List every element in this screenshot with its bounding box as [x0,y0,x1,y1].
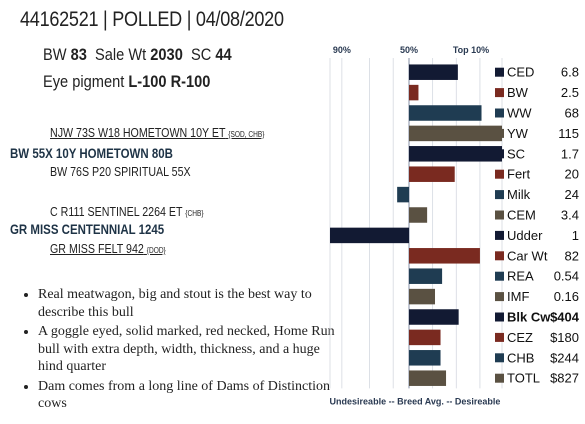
trait-name: Car Wt [507,248,548,263]
eye-pigment-label: Eye pigment [43,72,125,91]
trait-name: CEM [507,208,536,223]
trait-swatch [495,128,504,138]
sc-value: 44 [215,45,232,64]
trait-name: BW [507,85,529,100]
trait-swatch [495,210,504,220]
trait-bar [409,268,443,284]
sire-sire-tag: {SOD, CHB} [228,130,265,139]
top-axis-label: Top 10% [453,45,489,55]
trait-bar [409,84,419,101]
dam-dam-tag: {DOD} [146,246,166,255]
sale-wt-label: Sale Wt [95,45,147,64]
description-list: Real meatwagon, big and stout is the bes… [14,286,338,415]
sc-label: SC [190,45,212,64]
trait-name: YW [507,126,529,141]
trait-bar [409,166,455,182]
trait-name: CEZ [507,330,533,345]
trait-value: 68 [565,106,579,121]
trait-swatch [495,251,504,261]
eye-pigment-line: Eye pigment L-100 R-100 [43,72,210,92]
pedigree-sire-dam: BW 76S P20 SPIRITUAL 55X [50,164,191,179]
pedigree-dam-sire: C R111 SENTINEL 2264 ET {CHB} [50,204,204,219]
trait-name: Udder [507,228,543,243]
trait-swatch [495,230,504,240]
trait-name: CHB [507,350,534,365]
trait-value: 0.16 [554,289,579,304]
bw-value: 83 [70,45,87,64]
trait-bar [409,207,428,223]
trait-swatch [495,88,504,98]
trait-bar [409,370,447,386]
trait-value: 24 [565,187,579,202]
pedigree-dam-dam: GR MISS FELT 942 {DOD} [50,241,166,256]
dam-sire-tag: {CHB} [185,209,204,218]
trait-swatch [495,292,504,302]
trait-bar [409,329,441,346]
trait-name: REA [507,269,534,284]
trait-value: 3.4 [561,208,579,223]
trait-bar [409,350,441,366]
trait-value: 0.54 [554,269,579,284]
trait-value: $404 [550,310,580,325]
trait-swatch [495,353,504,363]
trait-name: WW [507,106,532,121]
trait-swatch [495,169,504,179]
top-axis-label: 50% [400,45,418,55]
trait-value: 1.7 [561,146,579,161]
trait-value: $827 [550,371,579,386]
epd-percentile-chart: 90% 50% Top 10% CED 6.8 BW 2.5 WW 68 YW 115 SC 1.7 Fe… [330,45,580,406]
trait-bar [409,125,502,142]
trait-bar [409,64,458,80]
trait-value: $244 [550,350,579,365]
trait-bar [409,248,480,264]
trait-value: 6.8 [561,65,579,80]
weights-line: BW 83 Sale Wt 2030 SC 44 [43,45,232,65]
trait-bar [409,288,436,305]
description-item: Real meatwagon, big and stout is the bes… [38,286,338,321]
trait-value: 82 [565,248,579,263]
trait-name: TOTL [507,371,540,386]
trait-swatch [495,190,504,200]
trait-name: SC [507,146,525,161]
trait-name: Milk [507,187,531,202]
sale-wt-value: 2030 [150,45,183,64]
trait-bar [409,105,482,121]
trait-bar [409,146,502,162]
trait-bar [330,227,409,244]
trait-bar [409,309,459,325]
description-item: A goggle eyed, solid marked, red necked,… [38,323,338,376]
trait-name: Fert [507,167,531,182]
pedigree-sire: BW 55X 10Y HOMETOWN 80B [10,145,173,161]
trait-value: 1 [572,228,579,243]
trait-swatch [495,332,504,342]
top-axis-label: 90% [333,45,351,55]
sire-sire-name: NJW 73S W18 HOMETOWN 10Y ET [50,125,226,140]
trait-bar [397,186,409,203]
trait-swatch [495,312,504,322]
trait-value: 20 [565,167,579,182]
trait-swatch [495,108,504,118]
trait-value: 2.5 [561,85,579,100]
dam-dam-name: GR MISS FELT 942 [50,241,144,256]
bottom-axis-label: Undesireable -- Breed Avg. -- Desireable [330,396,501,406]
bw-label: BW [43,45,67,64]
trait-swatch [495,271,504,281]
trait-name: IMF [507,289,529,304]
pedigree-dam: GR MISS CENTENNIAL 1245 [10,221,165,237]
dam-sire-name: C R111 SENTINEL 2264 ET [50,204,183,219]
trait-swatch [495,67,504,77]
trait-value: $180 [550,330,579,345]
trait-name: CED [507,65,534,80]
description-item: Dam comes from a long line of Dams of Di… [38,378,338,413]
pedigree-sire-sire: NJW 73S W18 HOMETOWN 10Y ET {SOD, CHB} [50,125,264,140]
animal-header: 44162521 | POLLED | 04/08/2020 [20,8,284,31]
trait-swatch [495,373,504,383]
trait-name: Blk Cw [507,310,551,325]
trait-value: 115 [558,126,579,141]
trait-swatch [495,149,504,159]
eye-pigment-value: L-100 R-100 [128,72,211,91]
